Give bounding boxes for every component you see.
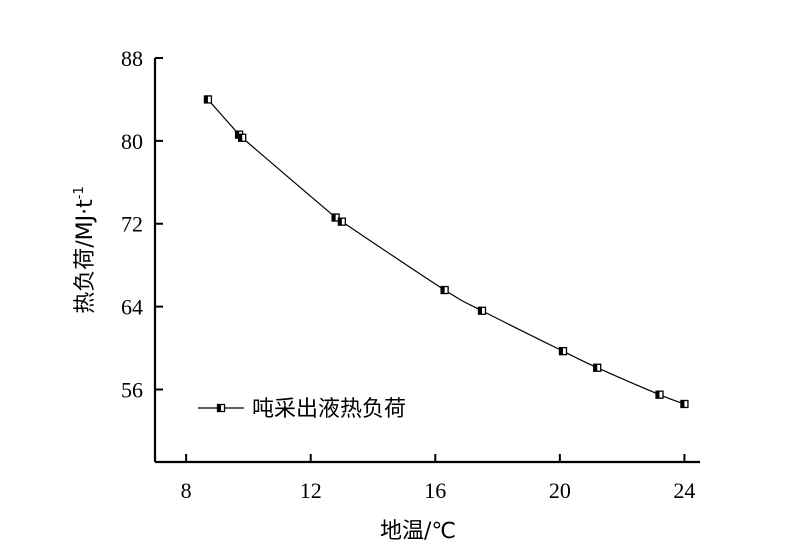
legend-label: 吨采出液热负荷 (252, 397, 406, 422)
ticks: 8 12 16 20 24 56 64 72 80 88 (121, 46, 695, 503)
series-layer (203, 95, 689, 409)
data-point-0-5-fill (441, 286, 445, 294)
data-point-0-5 (440, 285, 449, 295)
x-tick-label-16: 16 (424, 478, 446, 503)
data-point-0-10-fill (680, 400, 685, 408)
legend-marker (216, 403, 226, 413)
data-point-0-9 (655, 390, 664, 399)
y-axis-title: 热负荷/MJ·t-1 (72, 186, 98, 313)
data-point-0-4 (337, 217, 347, 226)
y-axis-title-main: 热负荷/MJ·t (73, 199, 98, 314)
y-tick-label-56: 56 (121, 377, 143, 402)
data-point-0-2-fill (238, 134, 243, 142)
data-point-0-6 (477, 306, 487, 315)
y-axis-title-sup: -1 (72, 186, 87, 199)
x-tick-label-20: 20 (549, 478, 571, 503)
y-tick-label-88: 88 (121, 46, 143, 71)
legend-marker-fill (217, 404, 221, 412)
legend: 吨采出液热负荷 (198, 397, 406, 422)
data-point-0-0-fill (204, 95, 208, 103)
y-tick-label-72: 72 (121, 212, 143, 237)
x-tick-label-12: 12 (300, 478, 322, 503)
data-point-0-1-fill (235, 131, 240, 139)
y-axis-title-group: 热负荷/MJ·t-1 (72, 186, 98, 313)
data-point-0-2 (238, 133, 247, 142)
x-tick-label-8: 8 (181, 478, 192, 503)
data-point-0-8 (593, 363, 602, 372)
x-axis-title: 地温/℃ (380, 519, 456, 544)
data-point-0-7-fill (559, 347, 563, 355)
data-point-0-10 (680, 399, 689, 409)
series-line-0 (207, 99, 685, 405)
data-point-0-6-fill (478, 307, 482, 315)
y-tick-label-80: 80 (121, 129, 143, 154)
data-point-0-9-fill (656, 391, 660, 399)
data-point-0-0 (203, 95, 213, 104)
x-tick-label-24: 24 (673, 478, 695, 503)
axes (153, 58, 700, 464)
data-point-0-4-fill (338, 218, 342, 226)
data-point-0-7 (558, 347, 568, 356)
y-tick-label-64: 64 (121, 295, 143, 320)
data-point-0-3-fill (332, 214, 336, 222)
data-point-0-8-fill (593, 364, 598, 372)
